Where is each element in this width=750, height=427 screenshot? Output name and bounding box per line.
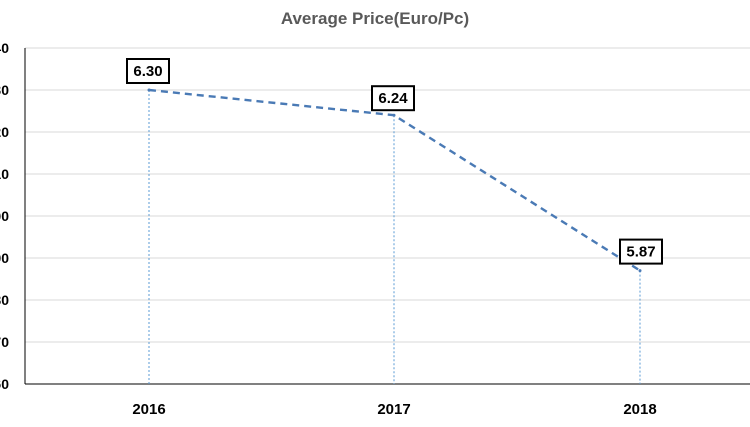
y-tick-label: 60 <box>0 376 9 392</box>
y-tick-label: 20 <box>0 124 9 140</box>
y-tick-label: 80 <box>0 292 9 308</box>
y-tick-label: 30 <box>0 82 9 98</box>
data-label-box <box>371 85 415 112</box>
data-label: 6.30 <box>133 63 162 80</box>
data-label-box <box>126 58 170 84</box>
data-label: 6.24 <box>378 90 408 107</box>
data-label-box <box>619 238 663 265</box>
data-point <box>638 269 642 273</box>
data-point <box>392 113 396 117</box>
x-tick-label: 2017 <box>377 401 410 418</box>
y-tick-label: 70 <box>0 334 9 350</box>
data-label: 5.87 <box>626 244 655 261</box>
x-tick-label: 2018 <box>623 401 656 418</box>
data-point <box>147 88 151 92</box>
y-tick-label: 00 <box>0 208 9 224</box>
y-tick-label: 40 <box>0 40 9 56</box>
y-tick-label: 90 <box>0 250 9 266</box>
chart-title: Average Price(Euro/Pc) <box>280 9 470 28</box>
x-tick-label: 2016 <box>132 401 165 418</box>
y-tick-label: 10 <box>0 166 9 182</box>
